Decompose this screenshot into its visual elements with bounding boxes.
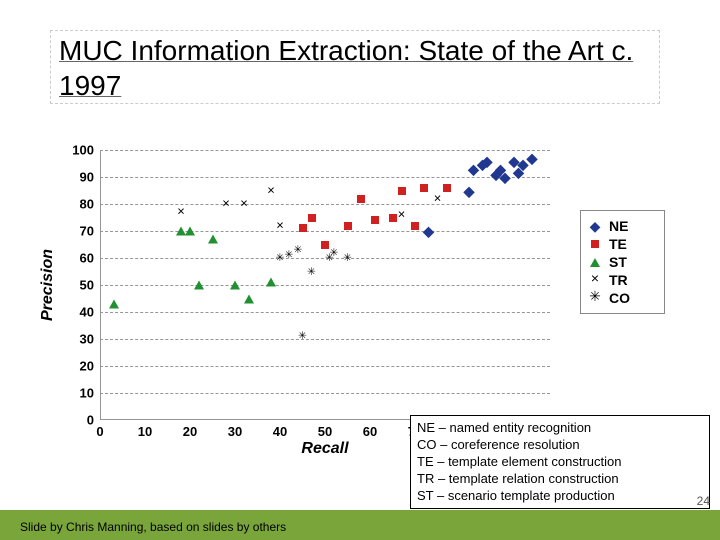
x-tick-label: 30 <box>228 420 242 439</box>
scatter-chart: Precision 010203040506070809010001020304… <box>30 140 570 460</box>
data-point-ST <box>230 281 240 290</box>
grid-line <box>100 204 550 205</box>
legend-label: NE <box>609 218 628 234</box>
data-point-CO: ✳ <box>330 246 338 260</box>
data-point-TR: × <box>177 206 185 219</box>
x-tick-label: 40 <box>273 420 287 439</box>
y-tick-label: 50 <box>80 278 100 293</box>
data-point-TE <box>411 222 419 230</box>
x-tick-label: 0 <box>96 420 103 439</box>
y-tick-label: 40 <box>80 305 100 320</box>
legend-marker-icon: × <box>587 273 603 287</box>
data-point-CO: ✳ <box>294 243 302 257</box>
data-point-TE <box>389 214 397 222</box>
data-point-CO: ✳ <box>298 329 306 343</box>
definitions-box: NE – named entity recognitionCO – corefe… <box>410 415 710 509</box>
y-tick-label: 10 <box>80 386 100 401</box>
data-point-TE <box>321 241 329 249</box>
legend-label: ST <box>609 254 627 270</box>
y-tick-label: 30 <box>80 332 100 347</box>
grid-line <box>100 231 550 232</box>
y-tick-label: 20 <box>80 359 100 374</box>
definition-line: NE – named entity recognition <box>417 420 703 437</box>
slide-title: MUC Information Extraction: State of the… <box>59 33 651 103</box>
data-point-CO: ✳ <box>307 265 315 279</box>
x-tick-label: 10 <box>138 420 152 439</box>
data-point-TE <box>420 184 428 192</box>
data-point-TR: × <box>240 198 248 211</box>
data-point-ST <box>194 281 204 290</box>
data-point-TR: × <box>222 198 230 211</box>
data-point-TE <box>443 184 451 192</box>
legend-item-CO: ✳ CO <box>587 289 658 307</box>
data-point-ST <box>109 299 119 308</box>
y-tick-label: 100 <box>72 143 100 158</box>
legend-item-TE: TE <box>587 235 658 253</box>
data-point-TR: × <box>267 184 275 197</box>
data-point-TE <box>299 224 307 232</box>
y-tick-label: 70 <box>80 224 100 239</box>
grid-line <box>100 285 550 286</box>
data-point-ST <box>185 227 195 236</box>
legend-marker-icon <box>587 258 603 267</box>
grid-line <box>100 366 550 367</box>
y-tick-label: 90 <box>80 170 100 185</box>
data-point-TR: × <box>434 192 442 205</box>
legend-label: TR <box>609 272 628 288</box>
data-point-TE <box>344 222 352 230</box>
page-number: 24 <box>697 494 710 508</box>
data-point-TE <box>357 195 365 203</box>
data-point-NE: ◆ <box>423 224 434 238</box>
plot-area: 0102030405060708090100010203040506070809… <box>100 150 550 420</box>
y-tick-label: 80 <box>80 197 100 212</box>
grid-line <box>100 177 550 178</box>
data-point-TR: × <box>398 208 406 221</box>
data-point-CO: ✳ <box>276 251 284 265</box>
legend-marker-icon <box>587 240 603 248</box>
data-point-NE: ◆ <box>527 151 538 165</box>
data-point-ST <box>266 278 276 287</box>
data-point-TE <box>398 187 406 195</box>
definition-line: ST – scenario template production <box>417 488 703 505</box>
legend-marker-icon: ◆ <box>587 219 603 233</box>
data-point-NE: ◆ <box>500 170 511 184</box>
data-point-CO: ✳ <box>343 251 351 265</box>
x-tick-label: 20 <box>183 420 197 439</box>
y-tick-label: 60 <box>80 251 100 266</box>
data-point-TR: × <box>276 219 284 232</box>
definition-line: TR – template relation construction <box>417 471 703 488</box>
data-point-CO: ✳ <box>285 248 293 262</box>
title-box: MUC Information Extraction: State of the… <box>50 30 660 104</box>
legend-label: CO <box>609 290 630 306</box>
legend-item-NE: ◆ NE <box>587 217 658 235</box>
definition-line: TE – template element construction <box>417 454 703 471</box>
data-point-NE: ◆ <box>464 184 475 198</box>
x-tick-label: 50 <box>318 420 332 439</box>
y-axis-label: Precision <box>36 150 60 420</box>
definition-line: CO – coreference resolution <box>417 437 703 454</box>
grid-line <box>100 393 550 394</box>
data-point-ST <box>208 235 218 244</box>
legend-label: TE <box>609 236 627 252</box>
grid-line <box>100 150 550 151</box>
data-point-TE <box>371 216 379 224</box>
footer-credit: Slide by Chris Manning, based on slides … <box>20 520 286 534</box>
data-point-TE <box>308 214 316 222</box>
chart-legend: ◆ NE TE ST × TR ✳ CO <box>580 210 665 314</box>
x-tick-label: 60 <box>363 420 377 439</box>
legend-marker-icon: ✳ <box>587 291 603 305</box>
grid-line <box>100 339 550 340</box>
data-point-ST <box>244 294 254 303</box>
grid-line <box>100 312 550 313</box>
legend-item-ST: ST <box>587 253 658 271</box>
legend-item-TR: × TR <box>587 271 658 289</box>
